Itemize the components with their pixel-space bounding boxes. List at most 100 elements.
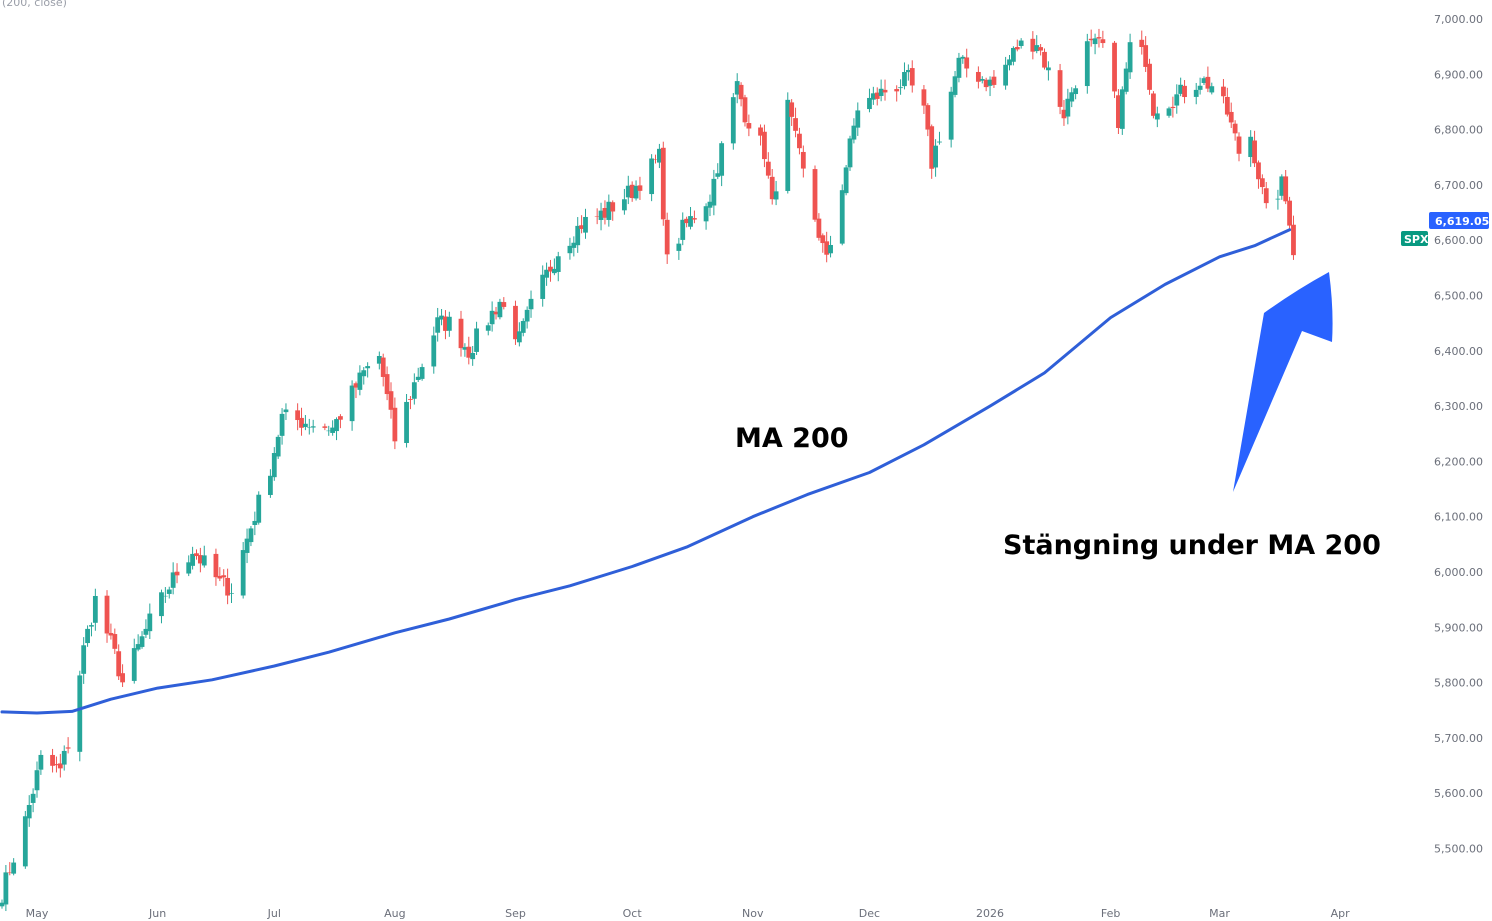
y-tick-label: 5,900.00 [1434,621,1483,634]
candle [952,71,958,98]
candle [711,169,717,216]
candle [598,202,604,231]
candle [800,145,806,178]
candle [567,237,573,260]
y-tick-label: 5,600.00 [1434,787,1483,800]
indicator-label: (200, close) [2,0,67,9]
price-badge: 6,619.05 [1429,212,1489,229]
candle [1151,91,1156,119]
x-tick-label: Oct [623,907,643,920]
price-axis[interactable]: 7,000.00 6,900.00 6,800.00 6,700.00 6,600.00… [1434,13,1483,856]
candle [271,447,277,481]
candle [664,212,670,264]
candle [131,638,137,684]
candle [1030,31,1036,60]
candle [1205,66,1211,93]
candle [746,114,752,137]
candle [653,154,658,164]
candle [462,343,468,357]
candle [1014,39,1020,52]
candle [633,180,639,201]
candle [411,373,417,405]
candle [1084,33,1090,94]
candle [571,236,577,257]
candle [1209,82,1215,95]
candle [520,318,526,337]
candle [365,362,371,378]
candle [30,788,36,813]
candle [1279,174,1285,200]
candle [870,86,876,105]
candle [785,92,791,194]
candle [820,233,826,253]
candle [657,143,662,169]
arrow-annotation [1233,272,1333,492]
candle [773,180,779,206]
candle [812,165,818,222]
candle [964,48,970,78]
candle [1248,130,1254,167]
candle [7,862,13,876]
candle [621,188,627,215]
candle [1147,58,1152,95]
candle [1123,62,1129,95]
candle [789,99,795,126]
candle [408,396,413,410]
candle [3,865,9,912]
candle [769,169,775,205]
candle [979,76,985,84]
candle [38,750,44,775]
candle [431,326,437,374]
candle [1193,82,1199,105]
candle [513,300,518,345]
candle [376,351,382,370]
candle [948,86,954,148]
candle [349,380,355,431]
candle [474,321,479,356]
candle [240,542,246,599]
candle [1221,79,1226,104]
candle [303,415,308,431]
candle [555,251,561,282]
candle [1057,63,1063,115]
candle [85,625,90,647]
candle [816,213,822,241]
candle [851,118,857,144]
candle [439,308,444,326]
y-tick-label: 6,300.00 [1434,400,1483,413]
candle [1232,120,1238,141]
y-tick-label: 6,900.00 [1434,68,1483,81]
candle [0,899,5,909]
x-tick-label: Feb [1101,907,1120,920]
candle [1201,76,1207,86]
candle [225,568,231,605]
candle [909,60,915,93]
candle [174,563,180,584]
candle [357,365,363,396]
y-tick-label: 7,000.00 [1434,13,1483,26]
candle [139,631,145,649]
candle [229,583,234,604]
candle [435,307,441,342]
time-axis[interactable]: May Jun Jul Aug Sep Oct Nov Dec 2026 Feb Mar Apr [26,907,1351,920]
candle [34,761,40,798]
x-tick-label: Mar [1209,907,1230,920]
candle [1224,87,1230,117]
candle [1119,86,1125,135]
candle [1100,30,1106,48]
candle [738,82,744,107]
svg-text:SPX: SPX [1404,233,1429,246]
candle [1127,33,1133,79]
candle [1275,189,1281,210]
candle [1073,85,1079,100]
candle [268,469,273,498]
candle [606,194,612,227]
y-tick-label: 6,500.00 [1434,290,1483,303]
candle [458,310,464,357]
candle [707,194,713,217]
ma-label: MA 200 [735,423,849,454]
x-tick-label: Nov [742,907,764,920]
candle [602,200,608,225]
candle [143,619,149,638]
